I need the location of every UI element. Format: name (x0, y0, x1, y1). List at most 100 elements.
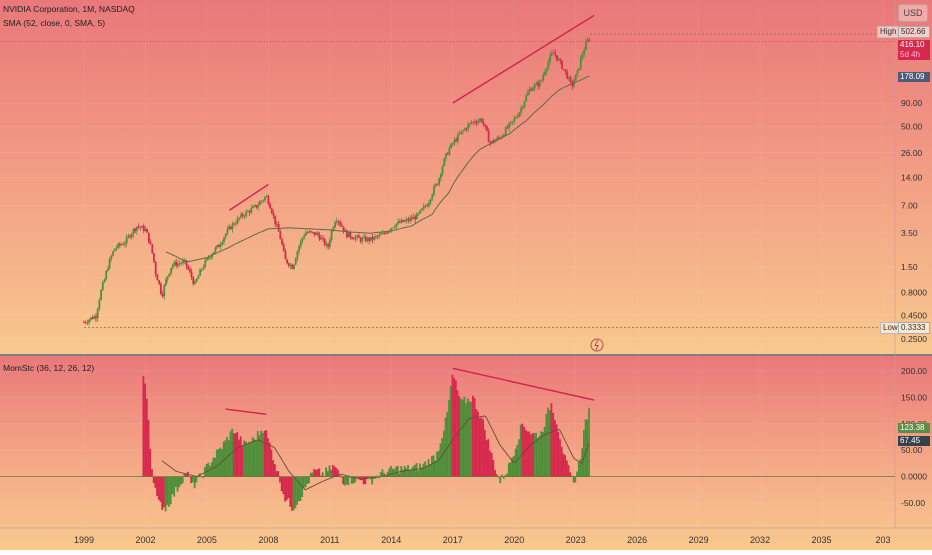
momentum-bar[interactable] (507, 463, 510, 477)
momentum-bar[interactable] (163, 476, 165, 508)
momentum-bar[interactable] (207, 462, 210, 477)
candle[interactable] (393, 226, 396, 228)
candle[interactable] (229, 226, 232, 230)
candle[interactable] (183, 260, 186, 261)
momentum-bar[interactable] (531, 433, 534, 477)
candle[interactable] (281, 239, 283, 245)
momentum-bar[interactable] (157, 476, 160, 500)
momentum-bar[interactable] (190, 476, 193, 484)
momentum-bar[interactable] (263, 430, 266, 477)
candle[interactable] (436, 183, 439, 185)
momentum-bar[interactable] (477, 411, 479, 477)
candle[interactable] (363, 236, 365, 238)
candle[interactable] (339, 222, 341, 225)
candle[interactable] (224, 233, 227, 238)
candle[interactable] (334, 222, 336, 228)
candle[interactable] (284, 251, 287, 260)
candle[interactable] (559, 58, 562, 61)
candle[interactable] (342, 226, 345, 232)
candle[interactable] (100, 289, 102, 300)
candle[interactable] (272, 213, 275, 216)
candle[interactable] (433, 186, 435, 195)
momentum-bar[interactable] (181, 476, 184, 484)
momentum-bar[interactable] (521, 423, 524, 477)
candle[interactable] (235, 223, 237, 225)
candle[interactable] (171, 264, 174, 268)
candle[interactable] (159, 283, 162, 294)
momentum-bar[interactable] (405, 468, 408, 477)
candle[interactable] (216, 245, 219, 248)
candle[interactable] (182, 260, 184, 264)
momentum-bar[interactable] (526, 431, 529, 477)
candle[interactable] (139, 226, 142, 228)
momentum-bar[interactable] (292, 476, 295, 511)
momentum-bar[interactable] (419, 463, 421, 477)
candle[interactable] (544, 71, 546, 75)
candle[interactable] (462, 130, 464, 132)
momentum-bar[interactable] (458, 396, 461, 477)
candle[interactable] (518, 112, 521, 117)
momentum-bar[interactable] (330, 469, 333, 477)
candle[interactable] (187, 266, 190, 269)
candle[interactable] (265, 196, 268, 198)
momentum-bar[interactable] (342, 476, 345, 485)
momentum-bar[interactable] (437, 450, 440, 477)
candle[interactable] (221, 242, 224, 245)
momentum-bar[interactable] (270, 449, 273, 477)
momentum-bar[interactable] (422, 463, 425, 477)
momentum-bar[interactable] (212, 457, 215, 477)
momentum-bar[interactable] (512, 455, 515, 477)
candle[interactable] (361, 237, 364, 242)
momentum-bar[interactable] (246, 443, 249, 477)
candle[interactable] (386, 231, 389, 234)
candle[interactable] (313, 232, 316, 235)
candle[interactable] (241, 214, 244, 217)
candle[interactable] (188, 268, 191, 272)
momentum-bar[interactable] (202, 476, 205, 478)
candle[interactable] (190, 271, 193, 278)
candle[interactable] (439, 173, 442, 179)
momentum-bar[interactable] (350, 476, 353, 484)
momentum-bar[interactable] (338, 475, 341, 477)
momentum-bar[interactable] (465, 403, 467, 477)
candle[interactable] (118, 243, 121, 246)
candle[interactable] (243, 216, 246, 217)
candle[interactable] (125, 236, 128, 244)
candle[interactable] (506, 127, 509, 129)
candle[interactable] (513, 118, 516, 122)
candle[interactable] (474, 121, 476, 123)
candle[interactable] (472, 121, 475, 123)
candle[interactable] (88, 319, 91, 323)
momentum-bar[interactable] (398, 473, 401, 477)
candle[interactable] (404, 220, 406, 222)
candle[interactable] (429, 199, 432, 203)
momentum-bar[interactable] (550, 403, 553, 477)
momentum-bar[interactable] (553, 419, 556, 477)
candle[interactable] (262, 200, 265, 201)
momentum-bar[interactable] (268, 442, 271, 477)
momentum-bar[interactable] (347, 476, 350, 486)
candle[interactable] (93, 316, 96, 319)
candle[interactable] (368, 237, 371, 241)
candle[interactable] (276, 224, 278, 225)
candle[interactable] (289, 264, 292, 266)
momentum-bar[interactable] (540, 431, 543, 477)
candle[interactable] (108, 258, 111, 269)
candle[interactable] (556, 55, 558, 61)
candle[interactable] (398, 221, 401, 223)
candle[interactable] (410, 217, 413, 220)
momentum-bar[interactable] (291, 476, 293, 511)
momentum-bar[interactable] (460, 398, 462, 477)
candle[interactable] (562, 68, 565, 70)
momentum-bar[interactable] (258, 435, 261, 477)
candle[interactable] (443, 158, 446, 167)
candle[interactable] (129, 235, 131, 238)
momentum-bar[interactable] (444, 417, 447, 477)
momentum-bar[interactable] (285, 476, 288, 501)
candle[interactable] (390, 228, 393, 231)
candle[interactable] (516, 116, 519, 118)
candle[interactable] (282, 244, 285, 252)
candle[interactable] (115, 247, 118, 249)
candle[interactable] (299, 240, 302, 247)
momentum-bar[interactable] (145, 398, 148, 477)
